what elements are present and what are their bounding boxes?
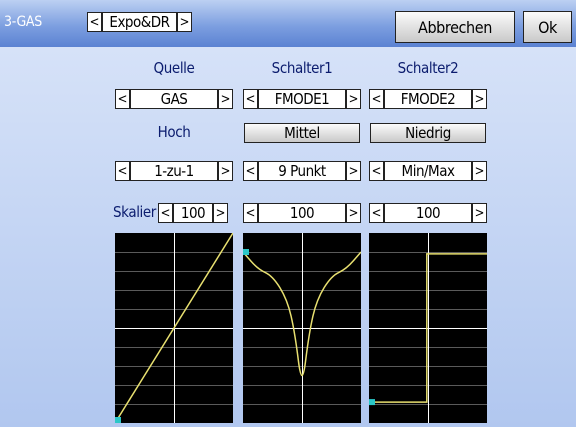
chevron-right-icon: >: [474, 163, 485, 179]
chevron-left-icon: <: [371, 163, 382, 179]
curve-graph-svg: [243, 233, 361, 423]
chevron-left-icon: <: [371, 205, 382, 221]
chevron-right-icon: >: [348, 205, 359, 221]
chevron-left-icon: <: [245, 91, 256, 107]
switch2-next-button[interactable]: >: [472, 89, 487, 109]
chevron-left-icon: <: [245, 163, 256, 179]
scale-prev-button[interactable]: <: [369, 203, 384, 223]
scale-prev-button[interactable]: <: [158, 203, 173, 223]
curve-type-value[interactable]: 9 Punkt: [258, 161, 346, 181]
curve-graph-high: [115, 233, 233, 423]
scale-next-button[interactable]: >: [472, 203, 487, 223]
scale-value[interactable]: 100: [258, 203, 346, 223]
chevron-right-icon: >: [220, 163, 231, 179]
page-selector-value[interactable]: Expo&DR: [102, 12, 177, 32]
chevron-left-icon: <: [89, 14, 100, 30]
scale-next-button[interactable]: >: [346, 203, 361, 223]
chevron-left-icon: <: [117, 163, 128, 179]
switch2-value[interactable]: FMODE2: [384, 89, 472, 109]
page-next-button[interactable]: >: [177, 12, 192, 32]
curve-line: [369, 253, 487, 403]
switch1-next-button[interactable]: >: [346, 89, 361, 109]
curve-type-prev-button[interactable]: <: [243, 161, 258, 181]
scale-value[interactable]: 100: [173, 203, 213, 223]
curve-type-next-button[interactable]: >: [346, 161, 361, 181]
chevron-right-icon: >: [474, 205, 485, 221]
curve-type-prev-button[interactable]: <: [369, 161, 384, 181]
switch2-prev-button[interactable]: <: [369, 89, 384, 109]
mode-button-mid[interactable]: Mittel: [244, 123, 360, 143]
curve-endpoint-marker: [115, 417, 121, 423]
source-value[interactable]: GAS: [130, 89, 218, 109]
chevron-right-icon: >: [220, 91, 231, 107]
chevron-left-icon: <: [371, 91, 382, 107]
source-next-button[interactable]: >: [218, 89, 233, 109]
curve-line: [243, 251, 361, 377]
mode-button-low[interactable]: Niedrig: [370, 123, 486, 143]
scale-value[interactable]: 100: [384, 203, 472, 223]
chevron-right-icon: >: [179, 14, 190, 30]
source-prev-button[interactable]: <: [115, 89, 130, 109]
chevron-left-icon: <: [245, 205, 256, 221]
curve-type-next-button[interactable]: >: [472, 161, 487, 181]
scale-next-button[interactable]: >: [213, 203, 228, 223]
content-area: Quelle < GAS > Hoch < 1-zu-1 > Skalier <…: [0, 47, 576, 427]
curve-graph-mid: [243, 233, 361, 423]
source-caption: Quelle: [153, 59, 195, 77]
curve-graph-svg: [369, 233, 487, 423]
switch1-value[interactable]: FMODE1: [258, 89, 346, 109]
curve-type-value[interactable]: Min/Max: [384, 161, 472, 181]
scale-label: Skalier: [113, 203, 156, 221]
curve-graph-svg: [115, 233, 233, 423]
chevron-right-icon: >: [348, 91, 359, 107]
curve-type-prev-button[interactable]: <: [115, 161, 130, 181]
chevron-right-icon: >: [348, 163, 359, 179]
switch1-caption: Schalter1: [271, 59, 333, 77]
chevron-left-icon: <: [117, 91, 128, 107]
header-bar: 3-GAS < Expo&DR > Abbrechen Ok: [0, 0, 576, 47]
curve-graph-low: [369, 233, 487, 423]
model-label: 3-GAS: [4, 14, 42, 30]
mode-label-high: Hoch: [157, 123, 191, 141]
chevron-left-icon: <: [160, 205, 171, 221]
scale-prev-button[interactable]: <: [243, 203, 258, 223]
switch1-prev-button[interactable]: <: [243, 89, 258, 109]
curve-type-value[interactable]: 1-zu-1: [130, 161, 218, 181]
curve-line: [115, 233, 233, 423]
chevron-right-icon: >: [474, 91, 485, 107]
curve-endpoint-marker: [243, 249, 249, 255]
page-prev-button[interactable]: <: [87, 12, 102, 32]
cancel-button[interactable]: Abbrechen: [395, 11, 515, 43]
chevron-right-icon: >: [215, 205, 226, 221]
switch2-caption: Schalter2: [397, 59, 459, 77]
curve-type-next-button[interactable]: >: [218, 161, 233, 181]
curve-endpoint-marker: [369, 399, 375, 406]
ok-button[interactable]: Ok: [523, 11, 572, 43]
